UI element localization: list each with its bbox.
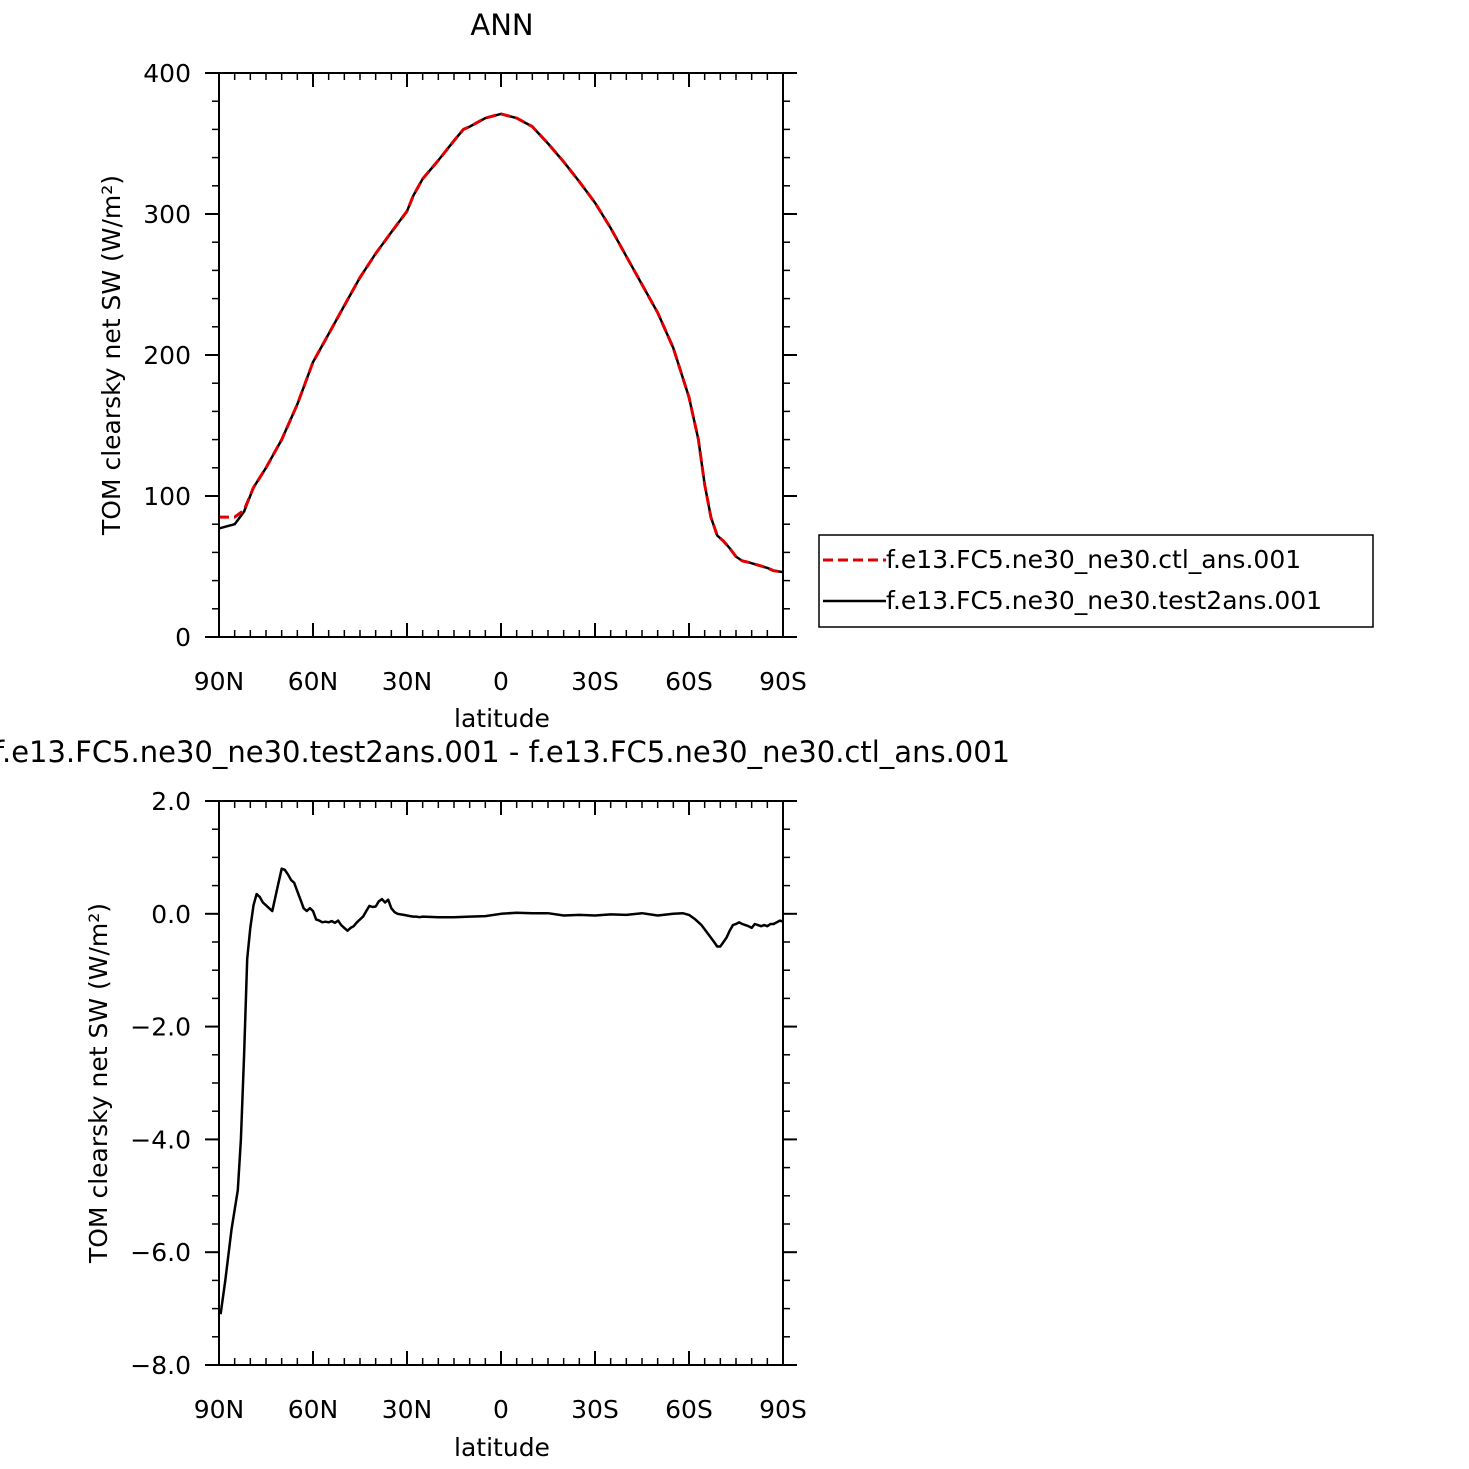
bottom-panel: f.e13.FC5.ne30_ne30.test2ans.001 - f.e13… (0, 735, 1010, 1462)
y-tick-label: 400 (143, 59, 191, 88)
top-panel-y-axis-label: TOM clearsky net SW (W/m²) (97, 175, 126, 536)
x-tick-label: 30S (571, 667, 619, 696)
top-panel: ANN 90N 60N 30N 0 30S 60S 90S 0 100 200 300 400 lat… (97, 8, 807, 733)
bottom-panel-title: f.e13.FC5.ne30_ne30.test2ans.001 - f.e13… (0, 735, 1010, 769)
x-tick-label: 90N (194, 1395, 245, 1424)
y-tick-label: 100 (143, 482, 191, 511)
x-tick-label: 60N (288, 667, 339, 696)
x-tick-label: 0 (493, 667, 509, 696)
x-tick-label: 30N (382, 667, 433, 696)
series-line-0 (219, 867, 784, 1315)
x-tick-label: 30N (382, 1395, 433, 1424)
x-tick-label: 60N (288, 1395, 339, 1424)
legend: f.e13.FC5.ne30_ne30.ctl_ans.001 f.e13.FC… (818, 534, 1374, 628)
series-line-1 (218, 112, 784, 574)
x-tick-label: 60S (665, 1395, 713, 1424)
y-tick-label: 0.0 (151, 900, 191, 929)
series-line-0 (219, 112, 784, 574)
top-panel-x-axis-label: latitude (454, 704, 550, 733)
legend-frame (818, 534, 1374, 628)
y-tick-label: 300 (143, 200, 191, 229)
top-panel-frame (218, 72, 784, 638)
legend-label-test: f.e13.FC5.ne30_ne30.test2ans.001 (886, 586, 1322, 615)
x-tick-label: 90S (759, 1395, 807, 1424)
y-tick-label: −8.0 (130, 1351, 191, 1380)
y-tick-label: 0 (175, 623, 191, 652)
x-tick-label: 90N (194, 667, 245, 696)
top-panel-title: ANN (470, 8, 533, 42)
y-tick-label: 2.0 (151, 787, 191, 816)
x-tick-label: 60S (665, 667, 713, 696)
x-tick-label: 90S (759, 667, 807, 696)
bottom-panel-frame (218, 800, 784, 1366)
y-tick-label: −6.0 (130, 1238, 191, 1267)
y-tick-label: −4.0 (130, 1125, 191, 1154)
bottom-panel-x-axis-label: latitude (454, 1433, 550, 1462)
x-tick-label: 30S (571, 1395, 619, 1424)
y-tick-label: −2.0 (130, 1013, 191, 1042)
x-tick-label: 0 (493, 1395, 509, 1424)
bottom-panel-y-axis-label: TOM clearsky net SW (W/m²) (84, 903, 113, 1264)
y-tick-label: 200 (143, 341, 191, 370)
legend-label-ctl: f.e13.FC5.ne30_ne30.ctl_ans.001 (886, 545, 1301, 574)
